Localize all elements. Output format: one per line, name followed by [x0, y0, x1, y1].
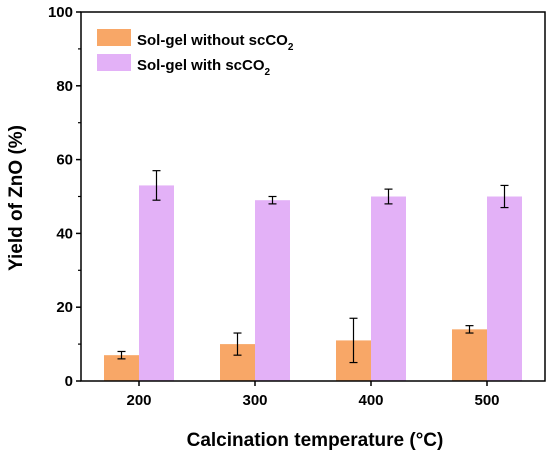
legend-swatch-without [97, 29, 131, 46]
y-tick-label-40: 40 [56, 225, 73, 242]
legend-label-with: Sol-gel with scCO2 [137, 57, 271, 78]
y-axis-title: Yield of ZnO (%) [6, 125, 27, 271]
plot-frame [80, 11, 546, 382]
bar-without-200 [104, 355, 139, 381]
bar-with-400 [371, 196, 406, 381]
x-tick-label-400: 400 [358, 392, 383, 409]
bar-without-500 [452, 329, 487, 381]
legend-label-without: Sol-gel without scCO2 [137, 32, 294, 53]
legend: Sol-gel without scCO2 Sol-gel with scCO2 [97, 29, 294, 78]
legend-swatch-with [97, 54, 131, 71]
x-tick-label-200: 200 [126, 392, 151, 409]
bar-with-200 [139, 185, 174, 381]
y-tick-label-60: 60 [56, 152, 73, 169]
bar-with-300 [255, 200, 290, 381]
y-tick-label-20: 20 [56, 299, 73, 316]
y-tick-label-80: 80 [56, 78, 73, 95]
x-axis-title: Calcination temperature (°C) [187, 430, 444, 451]
y-tick-label-100: 100 [48, 4, 73, 21]
bar-with-500 [487, 196, 522, 381]
x-tick-label-300: 300 [242, 392, 267, 409]
x-tick-label-500: 500 [474, 392, 499, 409]
y-tick-label-0: 0 [65, 373, 73, 390]
